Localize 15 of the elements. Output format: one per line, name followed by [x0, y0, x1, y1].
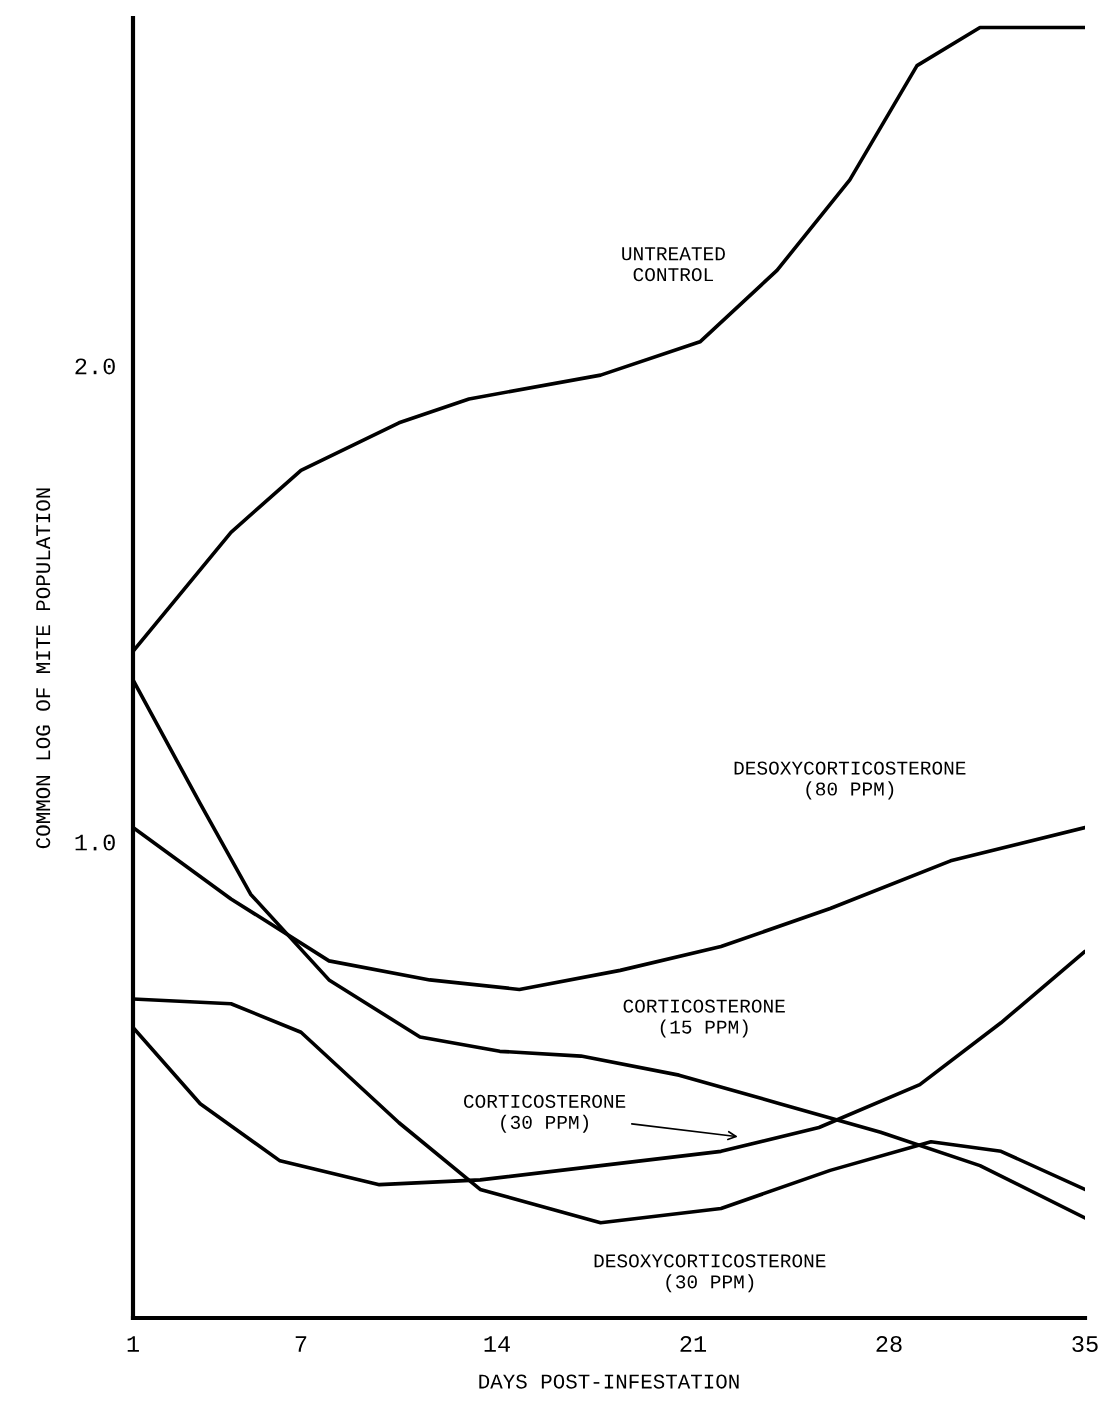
series-label: CORTICOSTERONE (30 PPM) — [463, 1094, 626, 1133]
y-tick-label: 2.0 — [75, 358, 115, 375]
x-tick-label: 21 — [680, 1335, 707, 1352]
y-tick-label: 1.0 — [75, 834, 115, 851]
y-axis-title: COMMON LOG OF MITE POPULATION — [36, 488, 51, 849]
series-label: DESOXYCORTICOSTERONE (30 PPM) — [594, 1254, 826, 1293]
text: DESOXYCORTICOSTERONE (80 PPM) — [734, 761, 966, 800]
series-label: UNTREATED CONTROL — [622, 247, 725, 282]
x-axis-title: DAYS POST-INFESTATION — [479, 1374, 739, 1389]
x-tick-label: 14 — [484, 1336, 510, 1352]
x-tick-label: 7 — [295, 1336, 307, 1352]
series-label: CORTICOSTERONE (15 PPM) — [623, 999, 785, 1038]
x-tick-label: 28 — [876, 1335, 902, 1353]
x-tick-label: 1 — [127, 1336, 139, 1352]
x-tick-label: 35 — [1072, 1335, 1098, 1353]
